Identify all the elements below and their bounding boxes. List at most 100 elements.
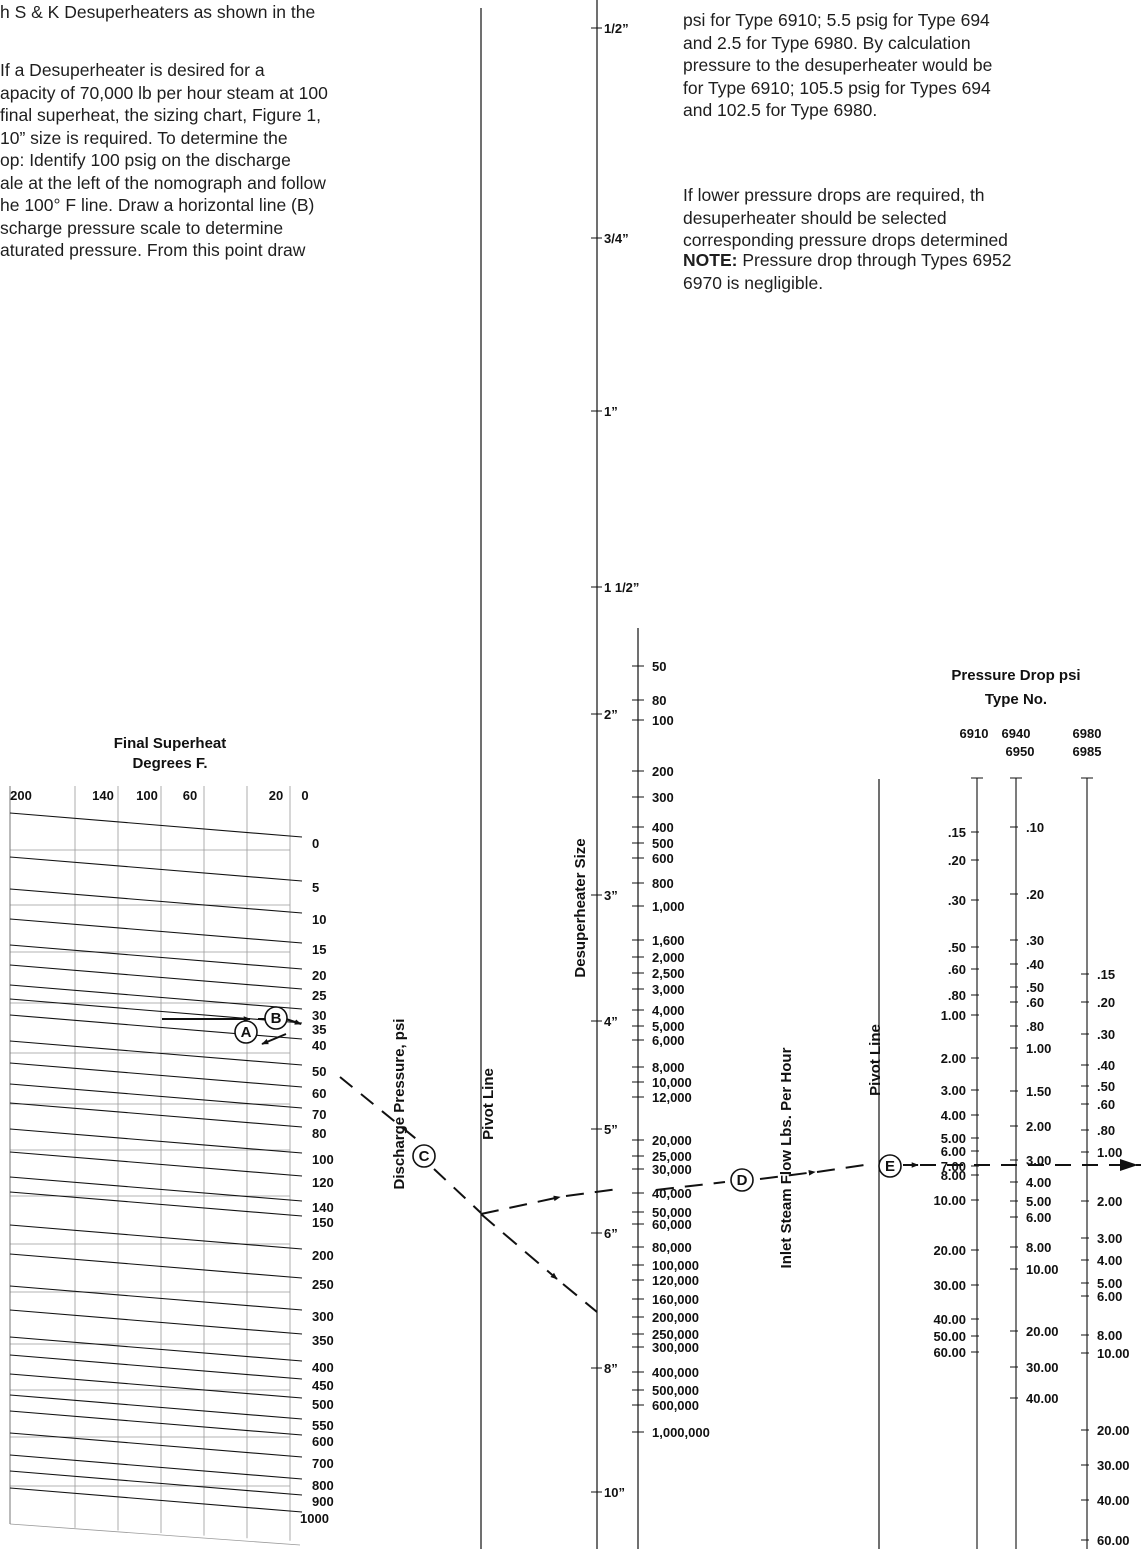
size-tick: 2”	[604, 707, 618, 722]
superheat-line	[9, 1373, 303, 1399]
flow-tick: 10,000	[652, 1075, 692, 1090]
superheat-tick: 60	[183, 788, 197, 803]
right-paragraph-2-line-2: corresponding pressure drops determined	[683, 230, 1008, 250]
discharge-tick: 0	[312, 836, 319, 851]
discharge-tick: 250	[312, 1277, 334, 1292]
discharge-tick: 800	[312, 1478, 334, 1493]
path-segment-c	[339, 1076, 421, 1143]
discharge-tick: 60	[312, 1086, 326, 1101]
superheat-line	[9, 1432, 303, 1458]
superheat-line	[9, 1285, 303, 1311]
pd-6910-tick: 3.00	[941, 1083, 966, 1098]
superheat-line	[9, 964, 303, 990]
flow-tick: 120,000	[652, 1273, 699, 1288]
discharge-tick: 5	[312, 880, 319, 895]
pd-6910-tick: 50.00	[933, 1329, 966, 1344]
size-tick: 1/2”	[604, 21, 629, 36]
superheat-line	[9, 1040, 303, 1066]
flow-tick: 50,000	[652, 1205, 692, 1220]
pd-6980-tick: .15	[1097, 967, 1115, 982]
markers: A B C D E	[234, 1006, 902, 1192]
size-tick: 1 1/2”	[604, 580, 639, 595]
superheat-tick: 20	[269, 788, 283, 803]
left-paragraph-line-0: If a Desuperheater is desired for a	[0, 60, 265, 80]
col-6985-header: 6985	[1073, 744, 1102, 759]
path-segment-flow	[655, 1181, 726, 1191]
superheat-top-ticks: 200 140 100 60 20 0	[10, 788, 308, 803]
left-paragraph-line-4: op: Identify 100 psig on the discharge	[0, 150, 291, 170]
pd-6980-tick: 4.00	[1097, 1253, 1122, 1268]
marker-circle-d	[730, 1168, 754, 1192]
size-tick: 4”	[604, 1014, 618, 1029]
pd-6910-tick: 1.00	[941, 1008, 966, 1023]
size-tick: 8”	[604, 1361, 618, 1376]
pd-6910-tick: 30.00	[933, 1278, 966, 1293]
discharge-tick: 50	[312, 1064, 326, 1079]
flow-tick: 25,000	[652, 1149, 692, 1164]
right-paragraph-line-4: and 102.5 for Type 6980.	[683, 100, 878, 120]
pd-6980-tick: .20	[1097, 995, 1115, 1010]
marker-d-label: D	[737, 1172, 748, 1189]
right-paragraph: psi for Type 6910; 5.5 psig for Type 694…	[683, 9, 1141, 122]
pd-6910-tick: 40.00	[933, 1312, 966, 1327]
superheat-line	[9, 1083, 303, 1109]
discharge-tick: 10	[312, 912, 326, 927]
pressure-drop-chart: Pressure Drop psi Type No. 6910 6940 695…	[933, 667, 1130, 1549]
grid-bottom	[9, 1523, 301, 1546]
marker-circle-e	[878, 1154, 902, 1178]
pd-6940-tick: 8.00	[1026, 1240, 1051, 1255]
flow-tick: 1,000	[652, 899, 685, 914]
discharge-tick: 550	[312, 1418, 334, 1433]
pd-6940-tick: .40	[1026, 957, 1044, 972]
superheat-line	[9, 812, 303, 838]
superheat-line	[9, 888, 303, 914]
pd-6980-tick: 6.00	[1097, 1289, 1122, 1304]
pd-6910-tick: 20.00	[933, 1243, 966, 1258]
flow-tick: 500	[652, 836, 674, 851]
superheat-line	[9, 1410, 303, 1436]
marker-e-label: E	[885, 1158, 895, 1175]
pd-6910-tick: .80	[948, 988, 966, 1003]
left-paragraph-line-8: aturated pressure. From this point draw	[0, 240, 306, 260]
superheat-line	[9, 1253, 303, 1279]
pressure-drop-title-2: Type No.	[985, 691, 1047, 708]
superheat-tick: 100	[136, 788, 158, 803]
marker-c-label: C	[419, 1148, 430, 1165]
size-scale-ticks: 1/2” 3/4” 1” 1 1/2” 2” 3” 4” 5” 6” 8” 10”	[591, 21, 639, 1500]
flow-scale-label: Inlet Steam Flow Lbs. Per Hour	[778, 1047, 795, 1268]
pressure-drop-col-6940: .10.20.30.40.50.60.801.001.502.003.004.0…	[1010, 820, 1059, 1406]
flow-tick: 5,000	[652, 1019, 685, 1034]
flow-tick: 8,000	[652, 1060, 685, 1075]
superheat-title-2: Degrees F.	[132, 755, 207, 772]
pd-6940-tick: .80	[1026, 1019, 1044, 1034]
size-tick: 3”	[604, 888, 618, 903]
superheat-line	[9, 944, 303, 970]
arrow-a-diagonal	[261, 1033, 287, 1045]
pd-6910-tick: 6.00	[941, 1144, 966, 1159]
right-paragraph-2-line-1: desuperheater should be selected	[683, 207, 947, 228]
superheat-chart: Final Superheat Degrees F. 200 140 100 60 20…	[9, 735, 309, 1546]
superheat-line	[9, 1128, 303, 1154]
note: NOTE: Pressure drop through Types 6952 6…	[683, 249, 1141, 294]
pd-6940-tick: .10	[1026, 820, 1044, 835]
pd-6940-tick: .30	[1026, 933, 1044, 948]
flow-tick: 250,000	[652, 1327, 699, 1342]
pivot-line-2-label: Pivot Line	[867, 1024, 884, 1096]
discharge-tick: 150	[312, 1215, 334, 1230]
marker-b-label: B	[271, 1010, 282, 1027]
flow-tick: 50	[652, 659, 666, 674]
right-paragraph-2: If lower pressure drops are required, th…	[683, 184, 1141, 252]
superheat-line	[9, 984, 303, 1010]
superheat-line	[9, 1102, 303, 1128]
pd-6910-tick: 60.00	[933, 1345, 966, 1360]
pd-6980-tick: 20.00	[1097, 1423, 1130, 1438]
discharge-tick: 80	[312, 1126, 326, 1141]
pd-6910-tick: 2.00	[941, 1051, 966, 1066]
flow-tick: 2,500	[652, 966, 685, 981]
pd-6910-tick: .15	[948, 825, 966, 840]
flow-tick: 20,000	[652, 1133, 692, 1148]
left-text-line1: h S & K Desuperheaters as shown in the	[0, 2, 316, 22]
